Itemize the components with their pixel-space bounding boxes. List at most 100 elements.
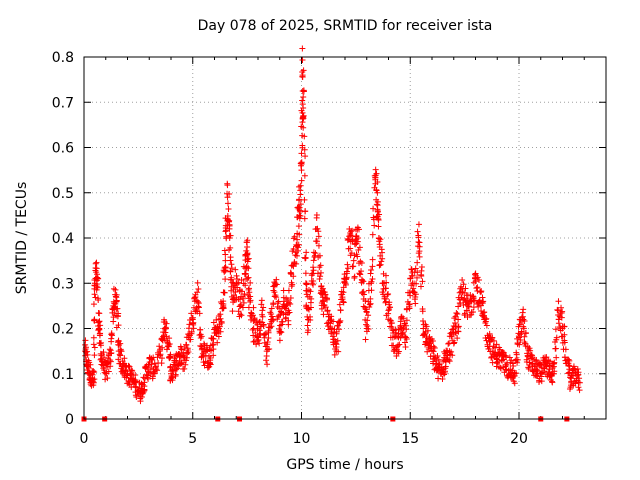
data-point — [146, 361, 153, 368]
data-point — [255, 334, 261, 341]
data-point — [94, 295, 101, 302]
data-point — [91, 291, 98, 298]
data-point — [521, 333, 528, 340]
data-point — [210, 352, 217, 359]
data-point — [307, 288, 314, 295]
y-tick-label: 0.1 — [52, 367, 74, 383]
data-point — [416, 253, 423, 260]
data-point — [276, 305, 283, 312]
data-point — [268, 323, 275, 330]
data-point — [133, 378, 140, 385]
data-point — [395, 342, 402, 349]
data-point — [550, 370, 557, 377]
data-point — [506, 354, 513, 361]
data-point — [476, 298, 483, 305]
data-point — [300, 87, 307, 94]
data-point — [502, 361, 509, 368]
data-point — [357, 258, 364, 265]
data-point — [280, 287, 287, 294]
data-point — [201, 340, 208, 347]
data-point — [441, 371, 448, 378]
data-point — [137, 388, 144, 395]
data-point — [285, 307, 292, 314]
data-point — [84, 351, 91, 358]
data-point — [221, 289, 228, 296]
data-point — [394, 333, 401, 340]
data-point — [189, 316, 196, 323]
data-point — [453, 309, 460, 316]
data-point — [351, 273, 358, 280]
data-point — [113, 291, 120, 298]
data-point — [382, 298, 389, 305]
data-point — [345, 265, 352, 272]
data-point — [237, 302, 244, 309]
data-point — [272, 280, 279, 287]
data-point — [166, 335, 173, 342]
data-point — [257, 330, 264, 337]
data-point — [347, 245, 354, 252]
data-point — [455, 316, 462, 323]
data-point — [372, 180, 379, 187]
data-point — [303, 249, 310, 256]
data-point — [87, 370, 94, 377]
data-point — [555, 316, 562, 323]
data-point — [222, 276, 229, 283]
data-point — [358, 260, 365, 267]
data-point — [369, 231, 376, 238]
data-point — [287, 269, 294, 276]
data-point — [435, 375, 442, 382]
data-point — [377, 261, 384, 268]
data-point — [364, 322, 371, 329]
data-point — [169, 377, 176, 384]
data-point — [388, 319, 395, 326]
data-point — [331, 329, 338, 336]
data-points — [81, 45, 583, 422]
data-point — [511, 380, 518, 387]
data-point — [514, 356, 521, 363]
y-tick-label: 0.3 — [52, 276, 74, 292]
data-point — [147, 365, 154, 372]
data-point — [333, 348, 340, 355]
data-point — [184, 346, 191, 353]
data-point — [412, 293, 419, 300]
data-point — [96, 325, 103, 332]
data-point — [299, 45, 306, 52]
data-point — [227, 268, 234, 275]
data-point — [358, 268, 365, 275]
data-point — [385, 291, 392, 298]
data-point — [328, 325, 335, 332]
data-point — [479, 294, 486, 301]
data-point — [419, 308, 426, 315]
data-point — [459, 289, 466, 296]
data-point — [268, 305, 275, 312]
data-point — [273, 294, 280, 301]
data-point — [256, 327, 263, 334]
data-point — [403, 326, 410, 333]
data-point — [374, 207, 381, 214]
data-point — [302, 208, 309, 215]
data-point — [217, 315, 224, 322]
data-point — [299, 101, 306, 108]
data-point — [455, 324, 462, 331]
data-point — [576, 375, 583, 382]
data-point — [263, 348, 270, 355]
data-point — [414, 228, 421, 235]
data-point — [305, 316, 312, 323]
data-point — [262, 330, 269, 337]
data-point — [258, 301, 265, 308]
data-point — [316, 252, 323, 259]
data-point — [157, 352, 164, 359]
data-point — [552, 345, 559, 352]
data-point — [561, 331, 568, 338]
data-point — [98, 352, 105, 359]
data-point — [568, 379, 575, 386]
data-point — [559, 325, 566, 332]
data-point — [299, 97, 306, 104]
data-point — [299, 109, 306, 116]
data-point — [419, 278, 426, 285]
data-point — [198, 343, 205, 350]
data-point — [211, 330, 218, 337]
data-point — [141, 375, 148, 382]
data-point — [229, 308, 236, 315]
data-point — [94, 275, 101, 282]
